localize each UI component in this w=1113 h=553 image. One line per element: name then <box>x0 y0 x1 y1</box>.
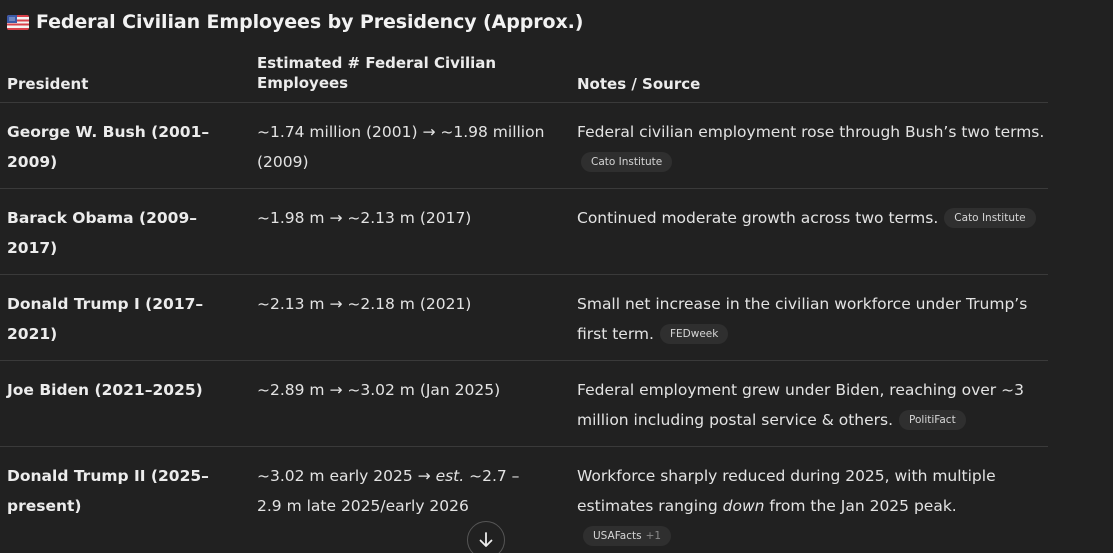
source-citation-pill[interactable]: Cato Institute <box>581 152 673 172</box>
header-notes: Notes / Source <box>577 75 701 93</box>
cell-employees: ~2.13 m → ~2.18 m (2021) <box>257 295 472 313</box>
cell-president: Donald Trump I (2017–2021) <box>7 295 204 343</box>
presidency-table: President Estimated # Federal Civilian E… <box>0 48 1048 546</box>
source-citation-pill[interactable]: FEDweek <box>659 324 729 344</box>
table-row: Donald Trump II (2025–present) ~3.02 m e… <box>0 447 1048 546</box>
notes-text: Federal employment grew under Biden, rea… <box>577 381 1024 429</box>
notes-text: Workforce sharply reduced during 2025, w… <box>577 467 996 515</box>
table-row: Donald Trump I (2017–2021) ~2.13 m → ~2.… <box>0 275 1048 361</box>
cell-notes: Federal civilian employment rose through… <box>577 117 1047 177</box>
section-title: Federal Civilian Employees by Presidency… <box>36 11 584 33</box>
notes-text: Small net increase in the civilian workf… <box>577 295 1028 343</box>
table-row: Joe Biden (2021–2025) ~2.89 m → ~3.02 m … <box>0 361 1048 447</box>
cell-employees: ~2.89 m → ~3.02 m (Jan 2025) <box>257 381 501 399</box>
cell-notes: Federal employment grew under Biden, rea… <box>577 375 1047 435</box>
employees-emphasis: est. <box>435 467 465 485</box>
us-flag-icon <box>7 14 29 30</box>
employees-text: ~2.7 – 2.9 m late 2025/early 2026 <box>257 467 520 515</box>
table-header: President Estimated # Federal Civilian E… <box>0 48 1048 103</box>
cell-president: Donald Trump II (2025–present) <box>7 467 209 515</box>
employees-text: ~3.02 m early 2025 → <box>257 467 436 485</box>
source-citation-pill[interactable]: USAFacts +1 <box>583 526 672 546</box>
cell-notes: Small net increase in the civilian workf… <box>577 289 1047 349</box>
cell-president: Joe Biden (2021–2025) <box>7 381 203 399</box>
notes-emphasis: down <box>722 497 765 515</box>
notes-text: Federal civilian employment rose through… <box>577 123 1045 141</box>
notes-text: Continued moderate growth across two ter… <box>577 209 939 227</box>
header-employees: Estimated # Federal Civilian Employees <box>257 54 497 92</box>
cell-president: Barack Obama (2009–2017) <box>7 209 197 257</box>
header-president: President <box>7 75 89 93</box>
cell-employees: ~1.74 million (2001) → ~1.98 million (20… <box>257 123 545 171</box>
source-citation-pill[interactable]: Cato Institute <box>944 208 1036 228</box>
section-heading: Federal Civilian Employees by Presidency… <box>7 8 583 36</box>
arrow-down-icon <box>479 532 493 547</box>
table-row: George W. Bush (2001–2009) ~1.74 million… <box>0 103 1048 189</box>
source-label: USAFacts <box>593 530 642 542</box>
table-row: Barack Obama (2009–2017) ~1.98 m → ~2.13… <box>0 189 1048 275</box>
source-citation-pill[interactable]: PolitiFact <box>899 410 966 430</box>
scroll-to-bottom-button[interactable] <box>467 521 505 553</box>
cell-notes: Continued moderate growth across two ter… <box>577 203 1047 233</box>
cell-notes: Workforce sharply reduced during 2025, w… <box>577 461 1047 551</box>
notes-text: from the Jan 2025 peak. <box>764 497 957 515</box>
source-extra-count: +1 <box>645 530 662 542</box>
cell-employees: ~3.02 m early 2025 → est. ~2.7 – 2.9 m l… <box>257 461 547 521</box>
cell-president: George W. Bush (2001–2009) <box>7 123 210 171</box>
cell-employees: ~1.98 m → ~2.13 m (2017) <box>257 209 472 227</box>
